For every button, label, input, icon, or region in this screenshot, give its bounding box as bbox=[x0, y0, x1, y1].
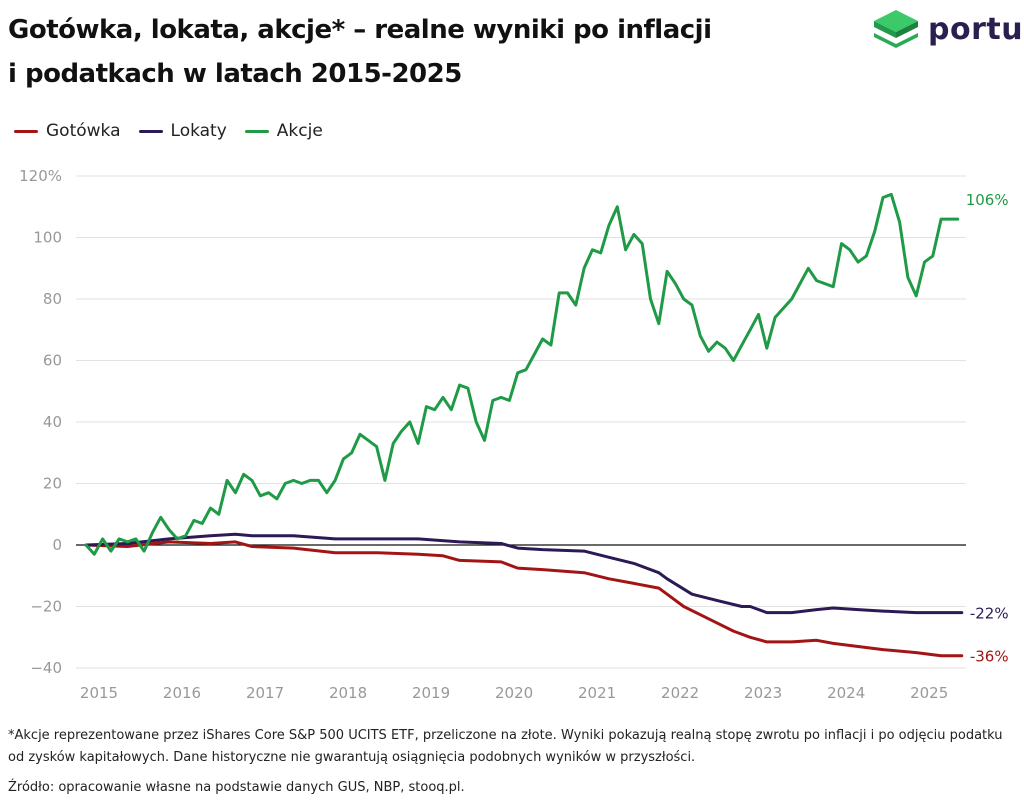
legend-label-akcje: Akcje bbox=[276, 121, 323, 141]
x-tick-label: 2020 bbox=[495, 684, 533, 702]
legend-label-lokaty: Lokaty bbox=[170, 121, 227, 141]
legend-swatch-lokaty bbox=[138, 129, 163, 133]
legend-swatch-akcje bbox=[244, 129, 269, 133]
footnote: *Akcje reprezentowane przez iShares Core… bbox=[8, 728, 1003, 765]
x-tick-label: 2024 bbox=[827, 684, 865, 702]
x-tick-label: 2025 bbox=[910, 684, 948, 702]
portu-cube-icon bbox=[874, 10, 918, 48]
y-tick-label: 40 bbox=[43, 413, 62, 431]
end-label-gotwka: -36% bbox=[970, 648, 1009, 666]
chart-title: Gotówka, lokata, akcje* – realne wyniki … bbox=[8, 8, 848, 96]
x-tick-label: 2021 bbox=[578, 684, 616, 702]
y-tick-label: 120% bbox=[19, 167, 62, 185]
end-label-akcje: 106% bbox=[966, 191, 1009, 209]
legend-swatch-gotowka bbox=[14, 129, 38, 133]
end-label-lokaty: -22% bbox=[970, 605, 1009, 623]
y-tick-label: −20 bbox=[30, 598, 62, 616]
x-tick-label: 2022 bbox=[661, 684, 699, 702]
legend-item-gotowka: Gotówka bbox=[14, 121, 121, 141]
line-chart: −40 −20 0 20 40 60 80 100 120% 2015 2016 2017 2018 20… bbox=[19, 167, 1009, 702]
portu-logo: portu bbox=[870, 6, 1024, 56]
x-tick-label: 2018 bbox=[329, 684, 367, 702]
y-tick-label: 0 bbox=[52, 536, 62, 554]
legend-label-gotowka: Gotówka bbox=[46, 121, 121, 141]
y-tick-label: 80 bbox=[43, 290, 62, 308]
title-line-1: Gotówka, lokata, akcje* – realne wyniki … bbox=[8, 15, 712, 45]
y-tick-label: 20 bbox=[43, 475, 62, 493]
series-line-lokaty bbox=[84, 532, 964, 615]
x-tick-label: 2017 bbox=[246, 684, 284, 702]
y-tick-label: −40 bbox=[30, 659, 62, 677]
y-tick-label: 100 bbox=[33, 229, 62, 247]
x-tick-label: 2016 bbox=[163, 684, 201, 702]
title-line-2: i podatkach w latach 2015-2025 bbox=[8, 59, 462, 89]
legend-item-lokaty: Lokaty bbox=[138, 121, 227, 141]
x-tick-label: 2019 bbox=[412, 684, 450, 702]
series-line-gotwka bbox=[84, 540, 964, 658]
source-note: Źródło: opracowanie własne na podstawie … bbox=[8, 780, 465, 795]
x-tick-label: 2023 bbox=[744, 684, 782, 702]
y-tick-label: 60 bbox=[43, 352, 62, 370]
series-line-akcje bbox=[84, 192, 960, 556]
chart-legend: Gotówka Lokaty Akcje bbox=[14, 119, 341, 143]
legend-item-akcje: Akcje bbox=[244, 121, 323, 141]
portu-wordmark: portu bbox=[928, 12, 1024, 47]
x-tick-label: 2015 bbox=[80, 684, 118, 702]
